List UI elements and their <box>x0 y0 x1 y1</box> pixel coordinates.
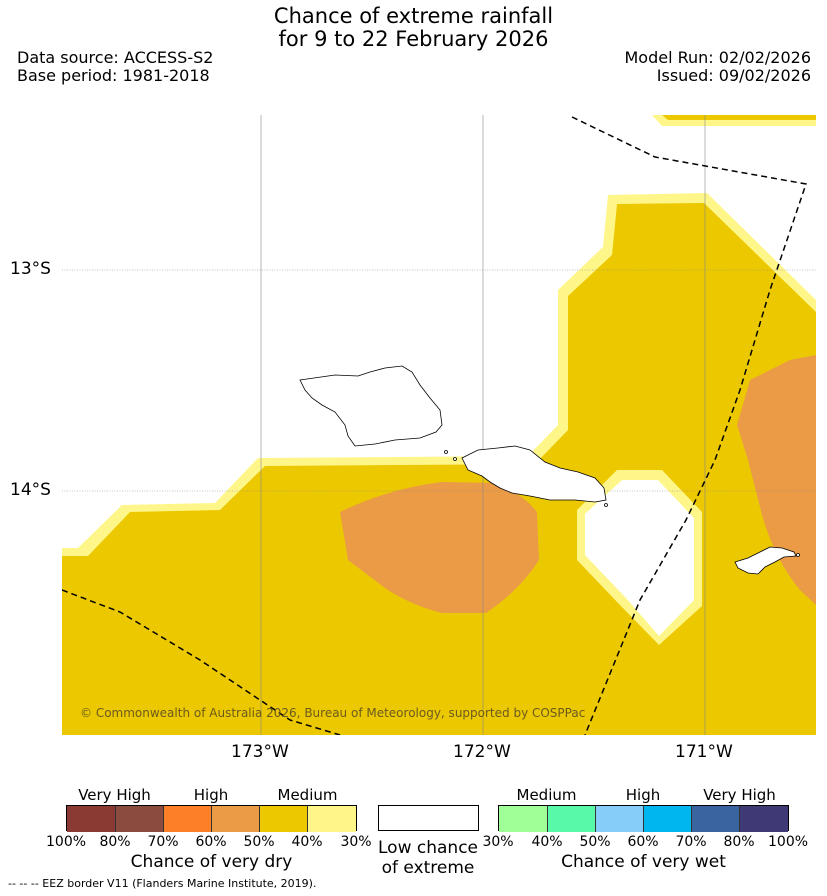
dry-tick-50: 50% <box>243 834 275 850</box>
eez-footnote: -- -- -- EEZ border V11 (Flanders Marine… <box>8 877 317 890</box>
wet-swatch-80-100 <box>740 806 788 832</box>
dry-tick-60: 60% <box>195 834 227 850</box>
dry-category-high: High <box>193 786 229 804</box>
dry-category-very-high: Very High <box>78 786 151 804</box>
lon-label-173w: 173°W <box>231 742 289 762</box>
region-high-east <box>737 355 816 605</box>
wet-tick-50: 50% <box>579 834 611 850</box>
low-chance-title-line1: Low chance <box>378 838 478 858</box>
map-title-line2: for 9 to 22 February 2026 <box>278 27 549 51</box>
lat-label-14s: 14°S <box>10 480 51 500</box>
dry-tick-70: 70% <box>147 834 179 850</box>
map-panel <box>62 115 816 735</box>
dry-swatch-70-60 <box>164 806 212 832</box>
island-upolu <box>461 445 607 503</box>
wet-tick-60: 60% <box>627 834 659 850</box>
data-source-label: Data source: ACCESS-S2 <box>17 48 214 67</box>
dry-tick-100: 100% <box>46 834 87 850</box>
wet-colorbar-title: Chance of very wet <box>561 852 726 872</box>
dry-tick-80: 80% <box>99 834 131 850</box>
islet-2 <box>453 457 457 461</box>
lon-label-171w: 171°W <box>675 742 733 762</box>
model-run-label: Model Run: 02/02/2026 <box>624 48 812 67</box>
dry-colorbar-title: Chance of very dry <box>130 852 293 872</box>
wet-swatch-30-40 <box>499 806 548 832</box>
lat-label-13s: 13°S <box>10 259 51 279</box>
wet-category-high: High <box>625 786 661 804</box>
islands <box>299 365 800 575</box>
base-period-label: Base period: 1981-2018 <box>17 66 210 85</box>
region-low-chance <box>585 480 694 636</box>
dry-swatch-80-70 <box>116 806 164 832</box>
eez-borders <box>62 116 807 735</box>
wet-tick-70: 70% <box>675 834 707 850</box>
dry-swatch-40-30 <box>308 806 356 832</box>
wet-tick-40: 40% <box>531 834 563 850</box>
wet-category-very-high: Very High <box>703 786 776 804</box>
dry-swatch-50-40 <box>260 806 308 832</box>
wet-swatch-40-50 <box>548 806 596 832</box>
wet-colorbar <box>498 805 789 832</box>
region-medium-top <box>662 115 816 120</box>
map-grid <box>62 115 816 735</box>
island-tutuila <box>734 546 797 575</box>
dry-category-medium: Medium <box>277 786 338 804</box>
islet-3 <box>604 503 608 507</box>
map-copyright: © Commonwealth of Australia 2026, Bureau… <box>80 706 586 720</box>
dry-swatch-60-50 <box>212 806 260 832</box>
island-savaii <box>299 365 443 447</box>
islet-1 <box>444 450 448 454</box>
dry-swatch-100-80 <box>67 806 116 832</box>
dry-colorbar <box>66 805 357 832</box>
wet-tick-80: 80% <box>723 834 755 850</box>
issued-label: Issued: 09/02/2026 <box>656 66 811 85</box>
wet-category-medium: Medium <box>516 786 577 804</box>
islet-4 <box>796 553 800 557</box>
dry-tick-30: 30% <box>340 834 372 850</box>
wet-swatch-60-70 <box>644 806 692 832</box>
wet-swatch-50-60 <box>596 806 644 832</box>
low-chance-swatch <box>378 805 479 831</box>
lon-label-172w: 172°W <box>453 742 511 762</box>
map-title-line1: Chance of extreme rainfall <box>273 4 554 28</box>
low-chance-title-line2: of extreme <box>381 858 475 878</box>
dry-tick-40: 40% <box>291 834 323 850</box>
wet-tick-30: 30% <box>482 834 514 850</box>
wet-tick-100: 100% <box>768 834 809 850</box>
region-high-center <box>340 482 539 613</box>
wet-swatch-70-80 <box>692 806 740 832</box>
map-area <box>62 115 816 735</box>
